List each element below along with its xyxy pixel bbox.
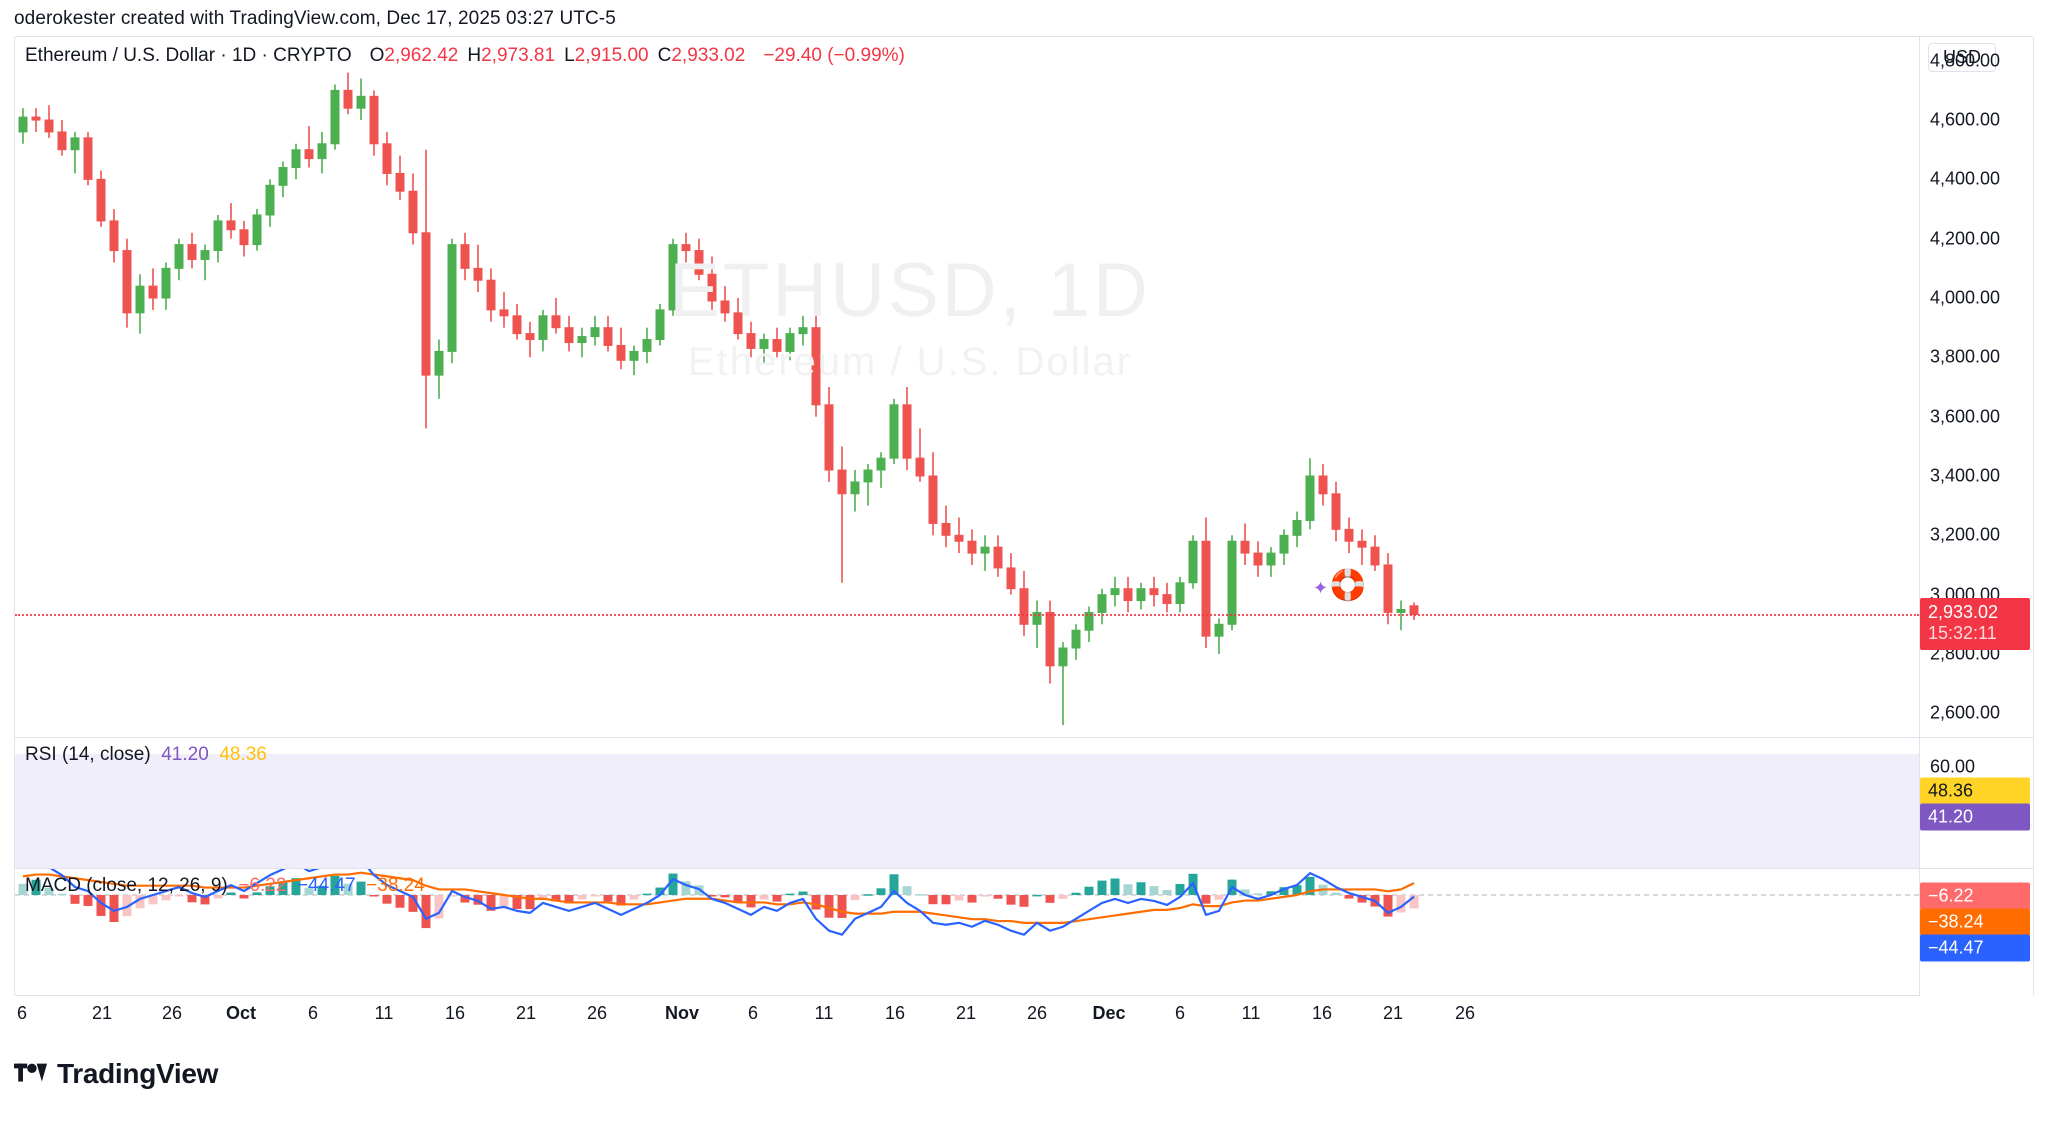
time-axis-tick: 11	[814, 1003, 834, 1023]
price-axis-currency[interactable]: USD	[1928, 43, 1997, 72]
rsi-axis[interactable]: 60.00 48.36 41.20	[1919, 738, 2033, 868]
macd-hist-legend-value: −6.22	[238, 875, 287, 896]
price-axis-tick: 2,600.00	[1930, 702, 2001, 723]
sparkle-icon: ✦	[1313, 578, 1329, 598]
tradingview-brand: TradingView	[57, 1058, 219, 1089]
rsi-pane: RSI (14, close) 41.20 48.36 60.00 48.36 …	[15, 738, 2033, 868]
time-axis-tick: 26	[586, 1003, 608, 1023]
tradingview-logo-icon	[14, 1063, 48, 1082]
rsi-ma-badge: 48.36	[1920, 777, 2030, 805]
rsi-legend-title[interactable]: RSI (14, close)	[25, 744, 151, 765]
time-axis-tick: 21	[955, 1003, 977, 1023]
attribution-text: oderokester created with TradingView.com…	[14, 8, 616, 29]
rsi-plot-area[interactable]	[15, 738, 1919, 868]
macd-signal-legend-value: −38.24	[366, 875, 425, 896]
macd-axis[interactable]: −6.22 −38.24 −44.47	[1919, 869, 2033, 996]
macd-plot-area[interactable]	[15, 869, 1919, 996]
rsi-legend-value: 41.20	[161, 744, 209, 765]
time-axis-tick: 21	[515, 1003, 537, 1023]
macd-legend: MACD (close, 12, 26, 9) −6.22 −44.47 −38…	[25, 875, 425, 897]
time-axis-tick: 11	[1241, 1003, 1261, 1023]
time-axis-tick: 16	[444, 1003, 466, 1023]
legend-open-label: O	[369, 45, 385, 66]
rsi-background	[15, 754, 1919, 868]
time-axis-tick: 26	[1026, 1003, 1048, 1023]
chart-frame: ETHUSD, 1D Ethereum / U.S. Dollar ✦ 🛟 Et…	[14, 36, 2034, 996]
macd-legend-title[interactable]: MACD (close, 12, 26, 9)	[25, 875, 228, 896]
last-price-badge: 2,933.02 15:32:11	[1920, 598, 2030, 651]
bar-countdown: 15:32:11	[1928, 623, 1997, 644]
price-legend: Ethereum / U.S. Dollar · 1D · CRYPTO O2,9…	[25, 45, 905, 67]
macd-line-legend-value: −44.47	[296, 875, 356, 896]
time-axis-tick: 26	[1454, 1003, 1476, 1023]
time-axis-tick: 6	[16, 1003, 28, 1023]
price-axis-tick: 4,800.00	[1930, 50, 2001, 71]
time-axis-tick: 6	[1174, 1003, 1186, 1023]
time-axis-tick: 6	[747, 1003, 759, 1023]
legend-high-label: H	[467, 45, 482, 66]
price-axis-tick: 3,200.00	[1930, 524, 2001, 545]
price-axis-tick: 4,600.00	[1930, 109, 2001, 130]
macd-hist-badge: −6.22	[1920, 882, 2030, 910]
macd-signal-badge: −38.24	[1920, 908, 2030, 936]
tradingview-footer[interactable]: TradingView	[14, 1058, 218, 1090]
last-price-value: 2,933.02	[1928, 602, 1999, 623]
time-axis-tick: Dec	[1092, 1003, 1126, 1023]
pane-divider-2	[15, 868, 2033, 869]
time-axis-tick: 21	[91, 1003, 113, 1023]
price-axis-tick: 3,400.00	[1930, 465, 2001, 486]
rsi-value-badge: 41.20	[1920, 803, 2030, 831]
macd-series	[15, 869, 1919, 936]
macd-line-badge: −44.47	[1920, 934, 2030, 962]
rsi-legend: RSI (14, close) 41.20 48.36	[25, 744, 267, 766]
pane-divider-1	[15, 737, 2033, 738]
last-price-line	[15, 614, 1919, 617]
legend-low-value: 2,915.00	[574, 45, 649, 66]
legend-symbol[interactable]: Ethereum / U.S. Dollar · 1D · CRYPTO	[25, 45, 352, 66]
time-axis-tick: 26	[161, 1003, 183, 1023]
rsi-ma-legend-value: 48.36	[219, 744, 267, 765]
legend-low-label: L	[564, 45, 575, 66]
time-axis-tick: 21	[1382, 1003, 1404, 1023]
time-axis-tick: 16	[884, 1003, 906, 1023]
price-axis-tick: 3,800.00	[1930, 346, 2001, 367]
price-axis[interactable]: USD 4,800.00 4,600.00 4,400.00 4,200.00 4,00…	[1919, 37, 2033, 737]
time-axis-tick: Oct	[225, 1003, 257, 1023]
legend-change-value: −29.40 (−0.99%)	[763, 45, 905, 66]
price-axis-tick: 3,600.00	[1930, 406, 2001, 427]
price-axis-tick: 4,400.00	[1930, 168, 2001, 189]
legend-open-value: 2,962.42	[384, 45, 459, 66]
price-plot-area[interactable]: ETHUSD, 1D Ethereum / U.S. Dollar ✦ 🛟	[15, 37, 1919, 737]
candlestick-series	[18, 72, 1419, 726]
price-pane: ETHUSD, 1D Ethereum / U.S. Dollar ✦ 🛟 Et…	[15, 37, 2033, 737]
time-axis[interactable]: 6 21 26 Oct 6 11 16 21 26 Nov 6 11 16 21 26 Dec 6 11 16 21 2…	[14, 997, 2034, 1039]
rsi-axis-tick: 60.00	[1930, 756, 1976, 777]
time-axis-tick: 6	[307, 1003, 319, 1023]
legend-close-value: 2,933.02	[671, 45, 746, 66]
legend-high-value: 2,973.81	[481, 45, 556, 66]
time-axis-tick: Nov	[664, 1003, 700, 1023]
ring-icon: 🛟	[1329, 569, 1367, 602]
time-axis-tick: 16	[1311, 1003, 1333, 1023]
time-axis-tick: 11	[374, 1003, 394, 1023]
legend-close-label: C	[657, 45, 672, 66]
price-axis-tick: 4,200.00	[1930, 228, 2001, 249]
macd-pane: MACD (close, 12, 26, 9) −6.22 −44.47 −38…	[15, 869, 2033, 996]
price-axis-tick: 4,000.00	[1930, 287, 2001, 308]
